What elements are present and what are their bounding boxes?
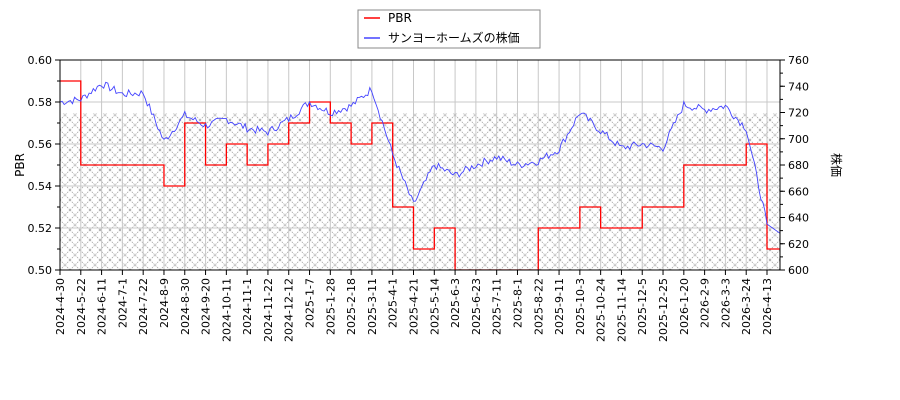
left-tick-label: 0.54 <box>28 180 53 193</box>
x-axis: 2024-4-30 2024-5-22 2024-6-11 2024-7-1 2024-… <box>54 270 774 342</box>
x-tick-label: 2026-2-9 <box>699 278 712 328</box>
right-tick-label: 620 <box>788 238 809 251</box>
x-tick-label: 2024-8-30 <box>179 278 192 335</box>
right-tick-label: 760 <box>788 54 809 67</box>
x-tick-label: 2025-4-1 <box>387 278 400 328</box>
legend: PBR サンヨーホームズの株価 <box>357 9 541 49</box>
left-axis-title: PBR <box>13 153 27 177</box>
price-line <box>60 81 780 234</box>
x-tick-label: 2024-11-22 <box>262 278 275 342</box>
x-tick-label: 2024-5-22 <box>75 278 88 335</box>
left-tick-label: 0.58 <box>28 96 53 109</box>
x-tick-label: 2024-7-1 <box>116 278 129 328</box>
x-tick-label: 2025-8-1 <box>511 278 524 328</box>
x-tick-label: 2024-12-12 <box>283 278 296 342</box>
right-tick-label: 700 <box>788 133 809 146</box>
x-tick-label: 2024-11-1 <box>241 278 254 335</box>
x-tick-label: 2024-8-9 <box>158 278 171 328</box>
right-tick-label: 640 <box>788 212 809 225</box>
left-tick-label: 0.60 <box>28 54 53 67</box>
x-tick-label: 2025-1-7 <box>304 278 317 328</box>
x-tick-label: 2025-8-22 <box>532 278 545 335</box>
right-axis-title: 株価 <box>829 153 844 177</box>
legend-price-label: サンヨーホームズの株価 <box>388 30 520 45</box>
right-tick-label: 740 <box>788 80 809 93</box>
x-tick-label: 2026-1-20 <box>678 278 691 335</box>
x-tick-label: 2025-6-3 <box>449 278 462 328</box>
x-tick-label: 2024-6-11 <box>96 278 109 335</box>
x-tick-label: 2025-12-5 <box>636 278 649 335</box>
x-tick-label: 2025-4-21 <box>408 278 421 335</box>
x-tick-label: 2025-9-11 <box>553 278 566 335</box>
left-axis: 0.60 0.58 0.56 0.54 0.52 0.50 <box>28 54 60 277</box>
right-tick-label: 600 <box>788 264 809 277</box>
x-tick-label: 2025-7-11 <box>491 278 504 335</box>
x-tick-label: 2025-10-3 <box>574 278 587 335</box>
right-axis: 760 740 720 700 680 660 640 620 600 <box>780 54 809 277</box>
left-tick-label: 0.50 <box>28 264 53 277</box>
left-tick-label: 0.52 <box>28 222 53 235</box>
right-tick-label: 660 <box>788 185 809 198</box>
x-tick-label: 2025-10-24 <box>595 278 608 342</box>
right-tick-label: 720 <box>788 107 809 120</box>
x-tick-label: 2025-12-25 <box>657 278 670 342</box>
x-tick-label: 2024-9-20 <box>200 278 213 335</box>
x-tick-label: 2025-1-28 <box>324 278 337 335</box>
x-tick-label: 2024-4-30 <box>54 278 67 335</box>
x-tick-label: 2026-4-13 <box>761 278 774 335</box>
x-tick-label: 2025-6-23 <box>470 278 483 335</box>
x-tick-label: 2024-7-22 <box>137 278 150 335</box>
x-tick-label: 2026-3-3 <box>719 278 732 328</box>
x-tick-label: 2025-5-14 <box>428 278 441 335</box>
x-tick-label: 2025-2-18 <box>345 278 358 335</box>
left-tick-label: 0.56 <box>28 138 53 151</box>
right-tick-label: 680 <box>788 159 809 172</box>
x-tick-label: 2026-3-24 <box>740 278 753 335</box>
x-tick-label: 2025-3-11 <box>366 278 379 335</box>
x-tick-label: 2025-11-14 <box>615 278 628 342</box>
legend-pbr-label: PBR <box>388 11 412 25</box>
hatched-band <box>60 113 780 270</box>
x-tick-label: 2024-10-11 <box>220 278 233 342</box>
